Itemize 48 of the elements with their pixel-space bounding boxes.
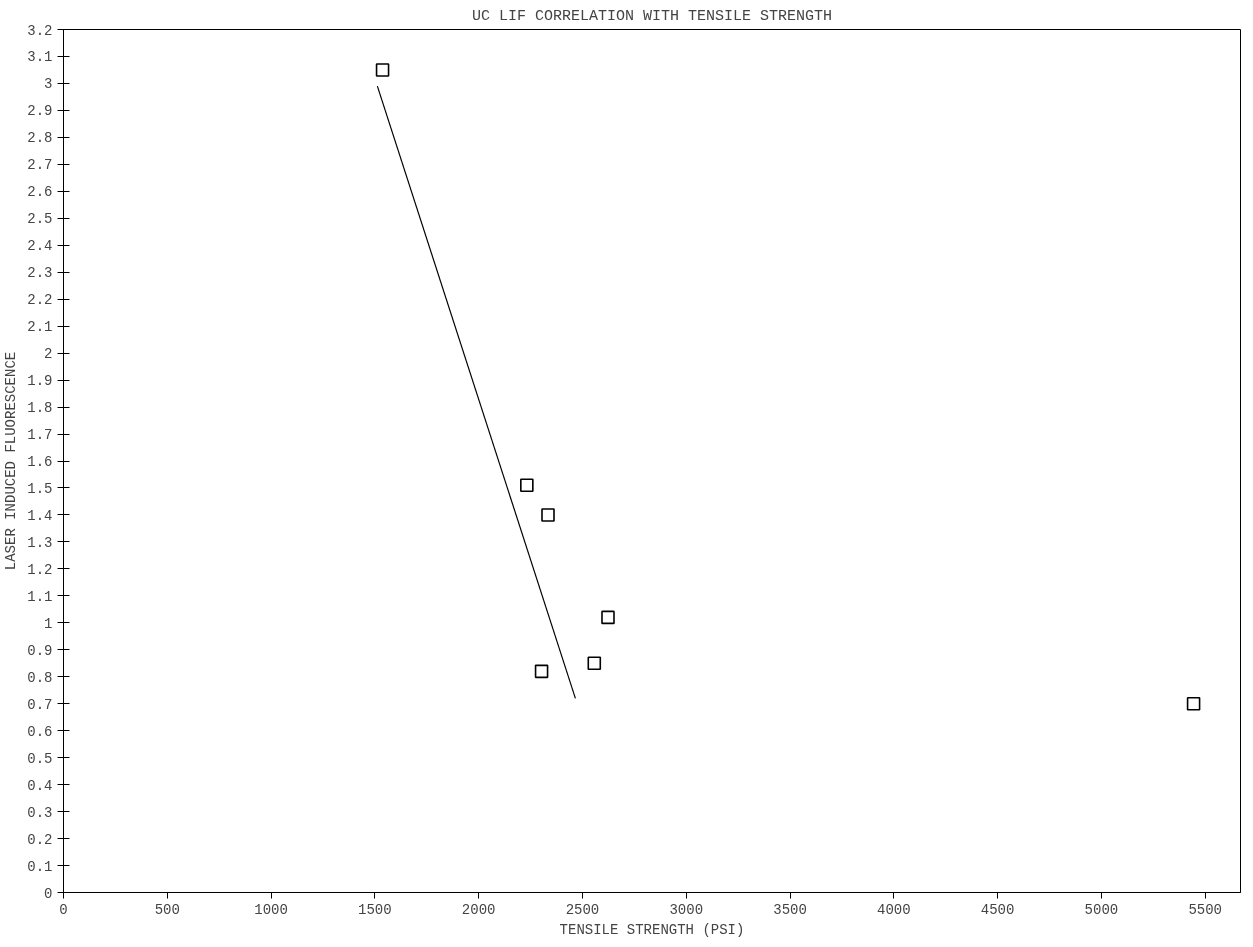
y-tick-label: 0.7 [27,696,53,713]
x-tick-label: 2000 [461,901,496,918]
y-tick-label: 0.6 [27,723,53,740]
y-tick-label: 2.6 [27,184,53,201]
x-tick-label: 5500 [1188,901,1223,918]
y-tick-label: 2.9 [27,103,53,120]
y-tick-label: 1.1 [27,588,53,605]
y-tick-label: 0 [44,885,53,902]
y-tick-label: 0.4 [27,777,53,794]
y-tick-label: 2.3 [27,265,53,282]
y-tick-label: 1.6 [27,454,53,470]
y-tick-label: 1.8 [27,400,53,417]
y-tick-label: 1.5 [27,480,53,497]
x-tick-label: 5000 [1084,901,1119,918]
y-tick-label: 3.2 [27,22,53,39]
y-tick-label: 2.8 [27,130,53,147]
y-axis-title: LASER INDUCED FLUORESCENCE [3,351,20,571]
y-tick-label: 1.4 [27,507,53,524]
y-tick-label: 2.1 [27,319,53,336]
x-axis-title: TENSILE STRENGTH (PSI) [559,921,745,938]
x-tick-label: 3000 [669,901,704,918]
x-tick-label: 1500 [358,901,392,918]
y-tick-label: 2.7 [27,157,53,174]
y-tick-label: 2 [44,346,53,363]
y-tick-label: 0.5 [27,750,53,767]
x-tick-label: 2500 [565,901,600,918]
y-tick-label: 3.1 [27,49,53,66]
y-tick-label: 0.8 [27,669,53,686]
y-tick-label: 0.9 [27,642,53,659]
x-tick-label: 1000 [254,901,288,918]
x-tick-label: 500 [154,901,180,918]
x-tick-label: 4000 [877,901,911,918]
x-tick-label: 3500 [773,901,807,918]
chart-title: UC LIF CORRELATION WITH TENSILE STRENGTH [471,7,833,25]
y-tick-label: 0.3 [27,804,53,821]
y-tick-label: 2.4 [27,238,53,255]
y-tick-label: 1.3 [27,534,53,551]
y-tick-label: 1 [44,615,53,632]
y-tick-label: 0.2 [27,831,53,848]
y-tick-label: 1.2 [27,561,53,578]
y-tick-label: 2.5 [27,211,53,228]
y-tick-label: 1.9 [27,373,53,390]
x-tick-label: 0 [59,901,68,918]
y-tick-label: 3 [44,76,53,93]
y-tick-label: 1.7 [27,427,53,444]
y-tick-label: 2.2 [27,292,53,309]
x-tick-label: 4500 [980,901,1015,918]
y-tick-label: 0.1 [27,858,53,875]
